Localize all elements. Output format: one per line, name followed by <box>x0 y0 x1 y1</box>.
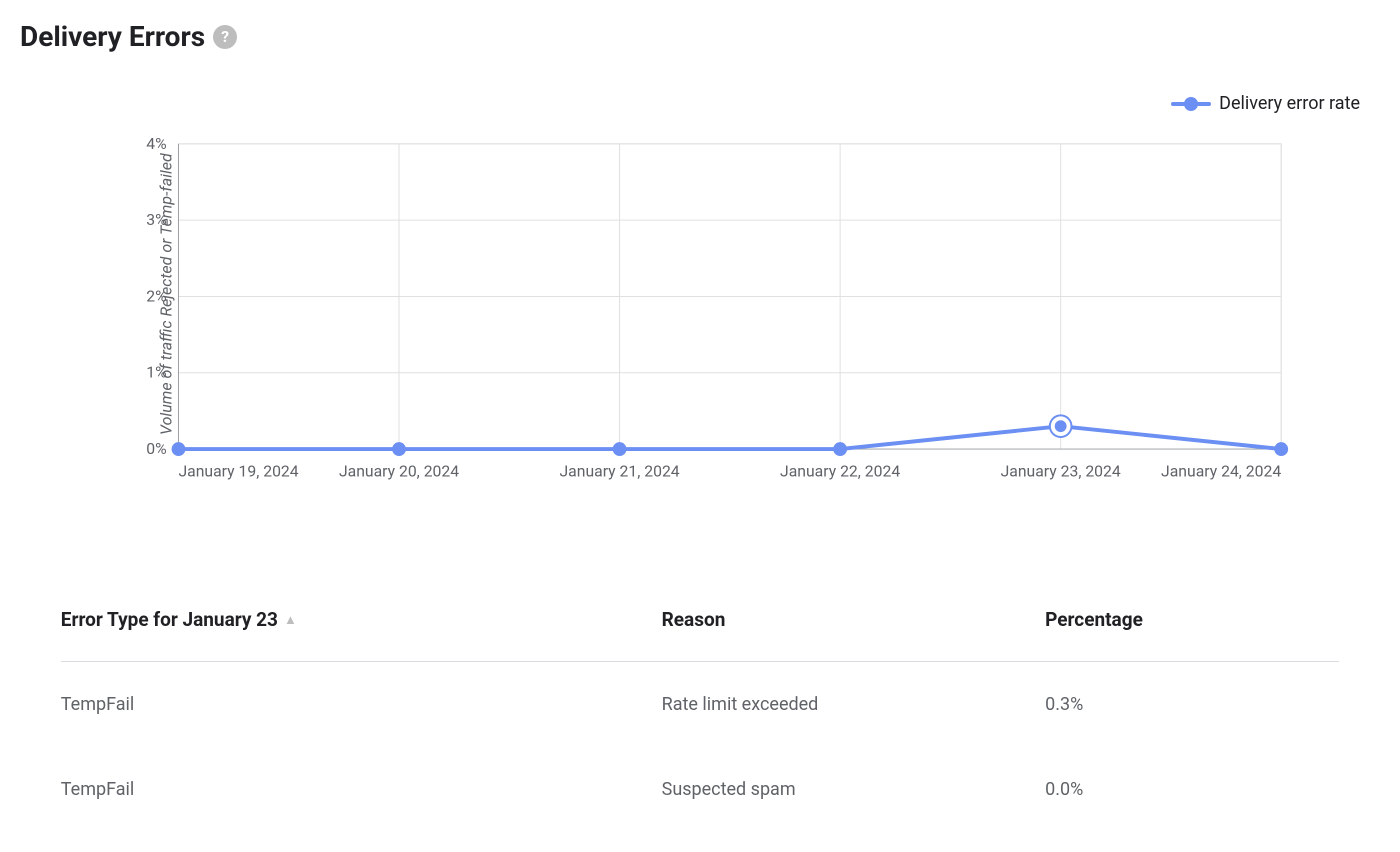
legend-swatch <box>1171 102 1211 106</box>
table-row: TempFailRate limit exceeded0.3% <box>61 662 1339 747</box>
table-header-row: Error Type for January 23 ▲ Reason Perce… <box>61 608 1339 662</box>
cell-error-type: TempFail <box>61 779 662 800</box>
svg-text:January 22, 2024: January 22, 2024 <box>780 462 900 481</box>
delivery-error-chart: Delivery error rate Volume of traffic Re… <box>80 93 1360 498</box>
cell-percentage: 0.3% <box>1045 694 1339 715</box>
error-table: Error Type for January 23 ▲ Reason Perce… <box>61 608 1339 832</box>
svg-text:January 24, 2024: January 24, 2024 <box>1161 462 1281 481</box>
svg-text:4%: 4% <box>146 134 166 153</box>
svg-text:January 20, 2024: January 20, 2024 <box>339 462 459 481</box>
col-percentage-label: Percentage <box>1045 608 1143 631</box>
cell-reason: Suspected spam <box>662 779 1046 800</box>
svg-text:January 23, 2024: January 23, 2024 <box>1001 462 1121 481</box>
svg-text:0%: 0% <box>146 439 166 458</box>
col-reason[interactable]: Reason <box>662 608 1046 631</box>
help-icon[interactable]: ? <box>213 25 237 49</box>
cell-percentage: 0.0% <box>1045 779 1339 800</box>
col-error-type[interactable]: Error Type for January 23 ▲ <box>61 608 662 631</box>
col-error-type-label: Error Type for January 23 <box>61 608 278 631</box>
cell-reason: Rate limit exceeded <box>662 694 1046 715</box>
page-header: Delivery Errors ? <box>20 20 1380 53</box>
table-row: TempFailSuspected spam0.0% <box>61 747 1339 832</box>
sort-asc-icon: ▲ <box>284 612 297 628</box>
legend-label: Delivery error rate <box>1219 93 1360 114</box>
col-reason-label: Reason <box>662 608 726 631</box>
chart-legend: Delivery error rate <box>80 93 1360 114</box>
page-title: Delivery Errors <box>20 20 205 53</box>
chart-svg: 0%1%2%3%4%January 19, 2024January 20, 20… <box>80 134 1360 498</box>
svg-text:January 21, 2024: January 21, 2024 <box>559 462 679 481</box>
svg-text:January 19, 2024: January 19, 2024 <box>178 462 298 481</box>
col-percentage[interactable]: Percentage <box>1045 608 1339 631</box>
y-axis-label: Volume of traffic Rejected or Temp-faile… <box>156 153 175 435</box>
cell-error-type: TempFail <box>61 694 662 715</box>
